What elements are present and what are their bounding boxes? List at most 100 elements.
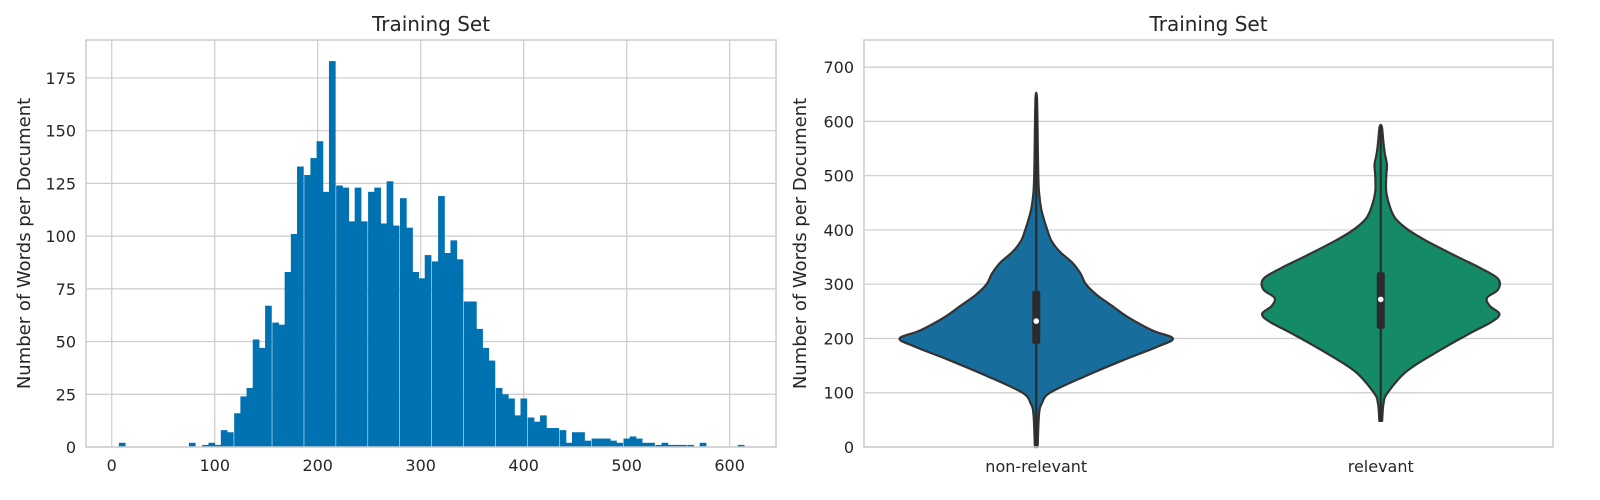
violin-y-tick-label: 300 (823, 275, 854, 294)
histogram-bar (226, 432, 234, 447)
histogram-bar (578, 432, 585, 447)
histogram-bar (584, 440, 592, 447)
histogram-bar (661, 442, 669, 447)
histogram-bar (336, 185, 343, 448)
histogram-bar (234, 413, 241, 447)
histogram-x-tick-label: 300 (405, 456, 436, 475)
histogram-bar (629, 436, 637, 447)
violin-x-tick-label: relevant (1348, 457, 1414, 476)
histogram-y-tick-label: 0 (66, 438, 76, 457)
violin-title: Training Set (1148, 12, 1267, 36)
violin-y-tick-label: 600 (823, 112, 854, 131)
violin-median-dot (1377, 296, 1384, 303)
histogram-bar (202, 444, 209, 447)
histogram-bar (368, 191, 375, 447)
histogram-bar (380, 223, 388, 447)
histogram-bar (597, 438, 605, 447)
violin-frame (863, 39, 1554, 448)
histogram-bar (533, 421, 541, 447)
histogram-bar (673, 444, 681, 447)
violin-x-tick-label: non-relevant (985, 457, 1087, 476)
histogram-bar (360, 221, 368, 447)
histogram-bar (667, 444, 675, 447)
histogram-bar (316, 141, 324, 448)
violin-iqr-box (1032, 290, 1041, 344)
histogram-bar (304, 174, 311, 447)
histogram-bar (220, 430, 228, 447)
histogram-bar (546, 428, 553, 447)
violin-x-ticks: non-relevant relevant (985, 457, 1413, 476)
histogram-bar (501, 394, 509, 447)
histogram-y-tick-label: 150 (45, 122, 76, 141)
histogram-bar (476, 328, 483, 447)
violin-panel: non-relevant relevant 0 100 200 300 400 500 600… (790, 12, 1554, 476)
histogram-y-axis-label: Number of Words per Document (14, 98, 35, 389)
histogram-bar (406, 227, 413, 447)
histogram-bar (699, 442, 707, 447)
histogram-bar (450, 240, 458, 447)
histogram-bar (623, 438, 631, 447)
histogram-bar (456, 259, 464, 447)
histogram-bar (252, 339, 260, 447)
histogram-bar (642, 442, 649, 447)
histogram-y-tick-label: 175 (45, 69, 76, 88)
histogram-bar (240, 396, 248, 447)
histogram-x-tick-label: 600 (714, 456, 745, 475)
histogram-bar (272, 322, 279, 447)
violin-median-dot (1033, 318, 1040, 324)
histogram-x-tick-label: 0 (107, 456, 117, 475)
histogram-x-ticks: 0 100 200 300 400 500 600 (107, 456, 745, 475)
violin-y-ticks: 0 100 200 300 400 500 600 700 (823, 58, 854, 457)
histogram-bar (278, 324, 286, 447)
histogram-panel: 0 100 200 300 400 500 600 0255075100125150175 … (14, 12, 777, 475)
histogram-bar (424, 255, 432, 447)
histogram-y-ticks: 0 25 50 75 100 125 150 175 (45, 69, 76, 457)
histogram-bar (616, 442, 623, 447)
histogram-bar (648, 442, 655, 447)
histogram-bar (284, 271, 292, 447)
histogram-bar (610, 440, 617, 447)
histogram-bar (348, 221, 356, 447)
histogram-bar (444, 252, 451, 447)
histogram-bar (470, 301, 477, 447)
histogram-bar (328, 61, 336, 448)
histogram-bar (412, 271, 420, 447)
histogram-bar (322, 191, 330, 447)
histogram-x-tick-label: 400 (508, 456, 539, 475)
histogram-x-tick-label: 500 (611, 456, 642, 475)
histogram-bar (655, 444, 663, 447)
histogram-bar (118, 442, 126, 447)
histogram-bar (354, 187, 362, 447)
histogram-y-tick-label: 25 (56, 385, 76, 404)
histogram-bar (258, 347, 266, 447)
histogram-frame (85, 39, 777, 448)
histogram-y-tick-label: 125 (45, 174, 76, 193)
violin-y-tick-label: 0 (844, 438, 854, 457)
histogram-bar (737, 444, 745, 447)
histogram-bar (418, 278, 426, 447)
histogram-y-tick-label: 50 (56, 333, 76, 352)
histogram-bar (290, 234, 298, 447)
histogram-bar (680, 444, 687, 447)
histogram-bar (552, 428, 560, 447)
histogram-bar (463, 301, 471, 447)
histogram-bar (603, 438, 611, 447)
histogram-bar (431, 261, 439, 447)
histogram-bar (214, 444, 222, 447)
histogram-bar (342, 187, 350, 447)
violin-y-tick-label: 100 (823, 384, 854, 403)
histogram-bar (392, 225, 400, 447)
histogram-bar (495, 387, 503, 447)
histogram-bar (687, 444, 695, 447)
histogram-bar (488, 360, 496, 447)
histogram-bar (246, 387, 254, 447)
violin-shapes (898, 91, 1501, 449)
histogram-bar (310, 158, 318, 447)
histogram-bar (571, 432, 579, 447)
histogram-bar (565, 442, 573, 447)
histogram-bar (527, 417, 535, 447)
histogram-title: Training Set (371, 12, 490, 36)
violin-y-tick-label: 400 (823, 221, 854, 240)
histogram-bar (520, 398, 528, 447)
histogram-x-tick-label: 200 (302, 456, 333, 475)
